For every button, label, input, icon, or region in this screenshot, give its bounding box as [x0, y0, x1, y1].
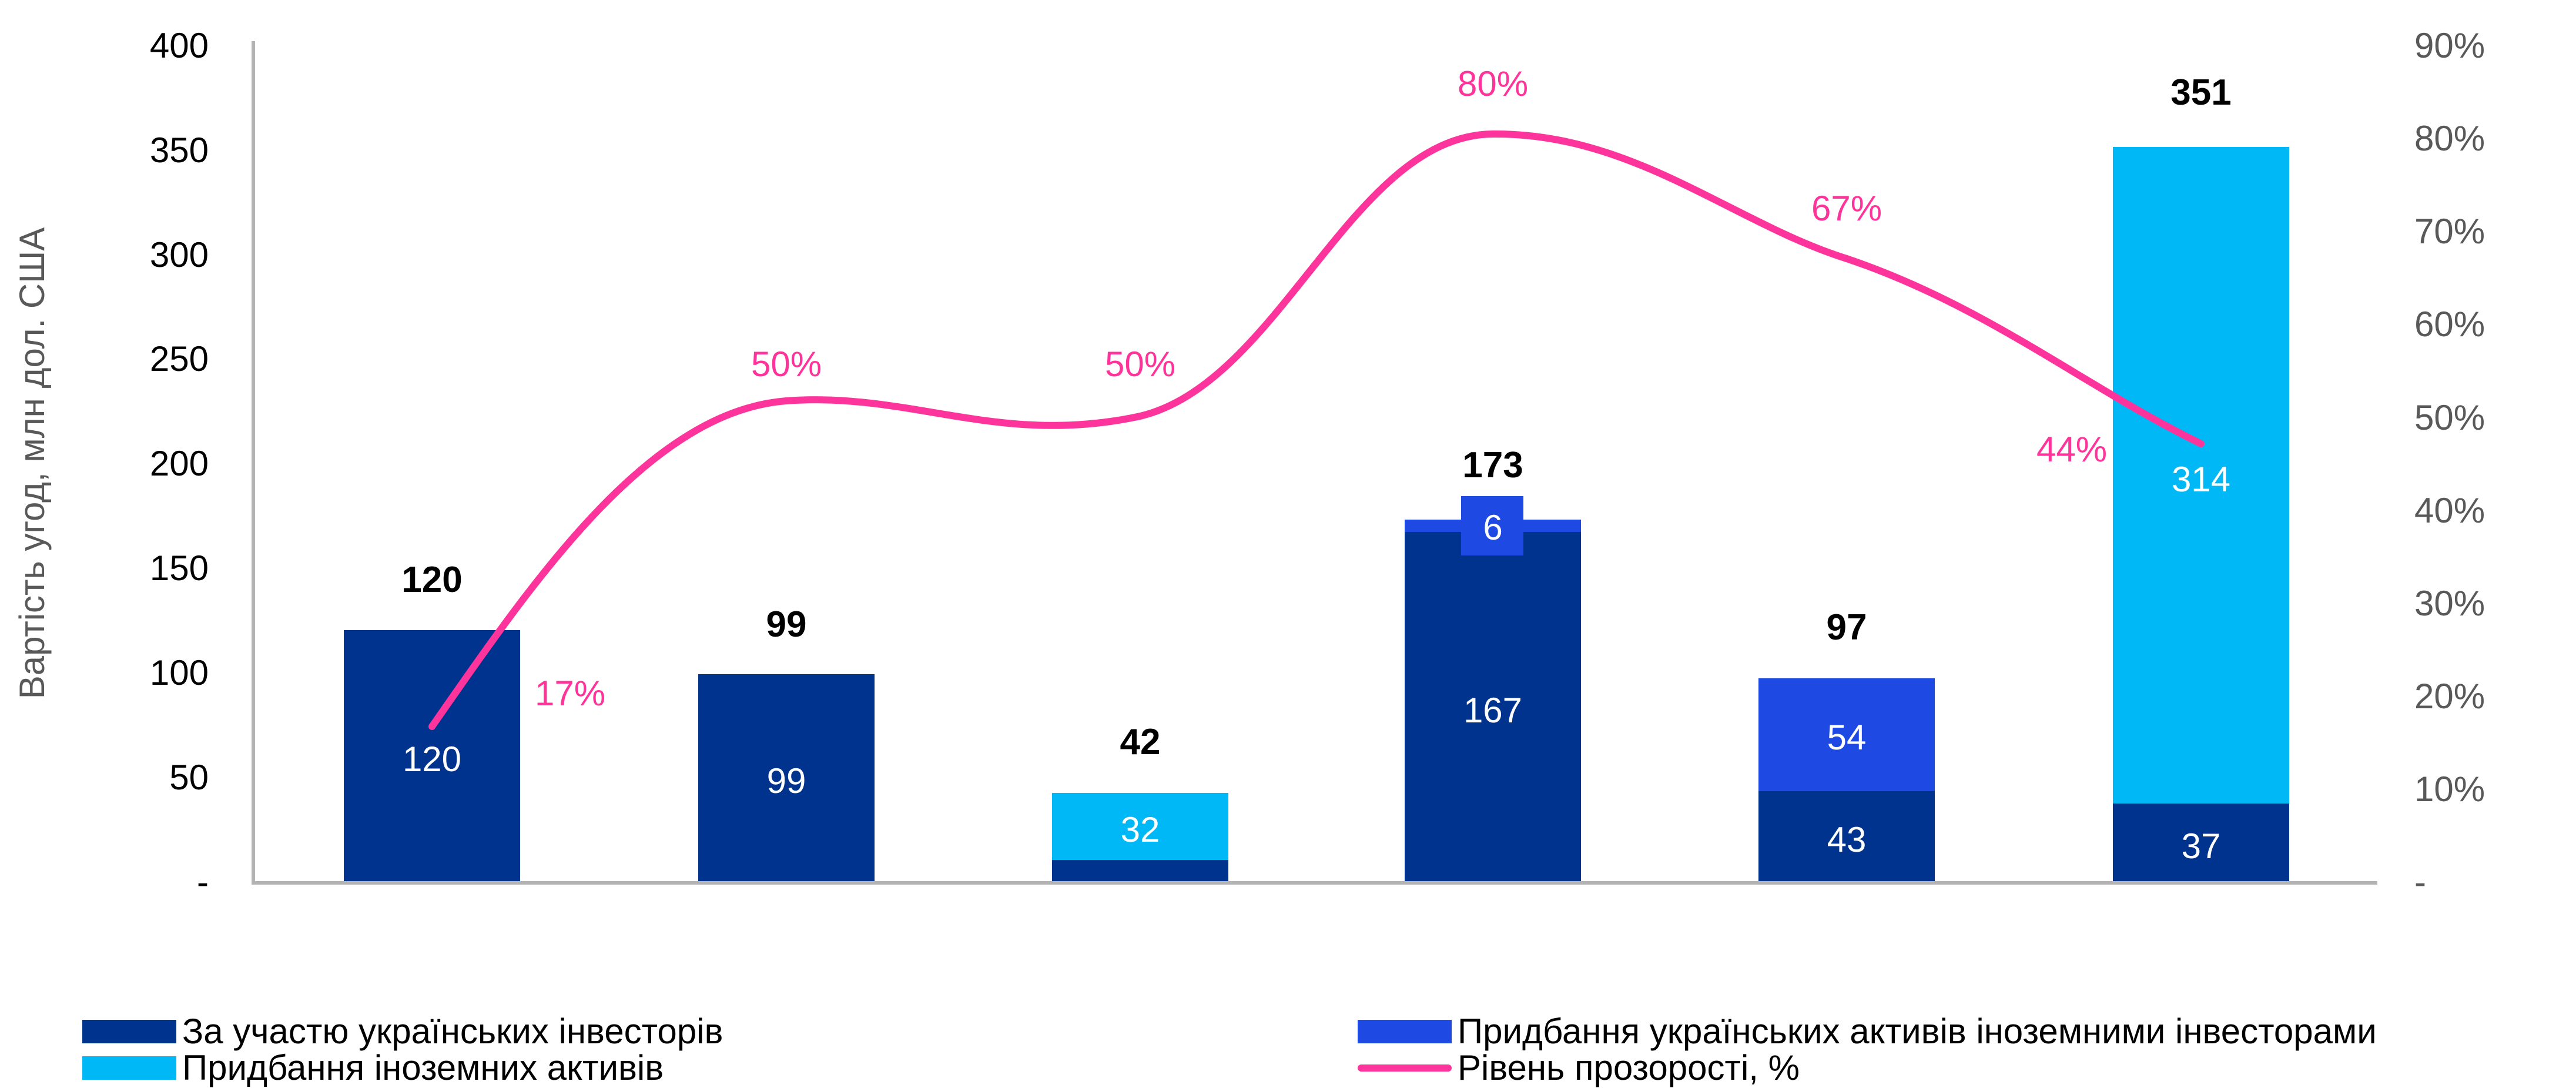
y-tick: 350: [150, 130, 209, 170]
y-tick: 250: [150, 339, 209, 379]
total-label: 42: [1120, 722, 1161, 762]
y-right-tick: 10%: [2414, 769, 2485, 809]
total-label: 173: [1462, 445, 1523, 486]
segment-label: 32: [1121, 810, 1160, 849]
segment-label: 120: [403, 739, 461, 779]
y-right-tick: 90%: [2414, 26, 2485, 65]
y-right-tick: 40%: [2414, 491, 2485, 530]
segment-label: 167: [1463, 691, 1522, 730]
legend-line-pink: [1358, 1064, 1452, 1072]
total-labels: 120 99 42 173 97 351: [401, 72, 2231, 762]
y-axis-left: - 50 100 150 200 250 300 350 400: [150, 26, 209, 902]
bar-2023-ukrainian-investors: [1405, 532, 1581, 881]
y-right-tick: 60%: [2414, 304, 2485, 344]
bar-2021-ukrainian-investors: [698, 674, 875, 881]
y-right-tick: 80%: [2414, 119, 2485, 158]
segment-label: 6: [1483, 508, 1502, 547]
bar-2025-foreign-assets: [2113, 147, 2289, 804]
bars: [344, 147, 2289, 881]
legend-swatch-light-blue: [82, 1056, 176, 1080]
segment-label: 99: [767, 761, 806, 801]
y-axis-title: Вартість угод, млн дол. США: [12, 227, 52, 699]
y-right-tick: 30%: [2414, 584, 2485, 623]
y-tick: 100: [150, 653, 209, 692]
total-label: 99: [766, 604, 807, 645]
y-tick: 50: [169, 758, 209, 797]
segment-label: 314: [2172, 460, 2230, 499]
bar-2024-ukrainian-investors: [1758, 791, 1935, 881]
total-label: 351: [2170, 72, 2231, 113]
percent-labels: 17% 50% 50% 80% 67% 44%: [535, 64, 2107, 713]
bar-2023-label-box: [1461, 496, 1523, 555]
y-tick: 300: [150, 235, 209, 274]
legend-label: За участю українських інвесторів: [182, 1012, 723, 1051]
legend-item-transparency: Рівень прозорості, %: [1358, 1047, 1800, 1088]
segment-label: 54: [1827, 718, 1867, 757]
bar-2022-foreign-assets: [1052, 793, 1228, 860]
legend-swatch-dark-blue: [82, 1019, 176, 1043]
bar-2024-foreign-investors: [1758, 678, 1935, 791]
legend-label: Придбання іноземних активів: [182, 1048, 664, 1087]
y-right-tick: 20%: [2414, 677, 2485, 716]
bar-2022-ukrainian-investors: [1052, 860, 1228, 881]
y-right-tick: 70%: [2414, 212, 2485, 251]
percent-label: 80%: [1458, 64, 1528, 103]
legend-item-foreign-investors: Придбання українських активів іноземними…: [1358, 1011, 2377, 1052]
y-tick: -: [197, 862, 209, 902]
percent-label: 44%: [2036, 430, 2107, 469]
segment-label: 37: [2182, 826, 2221, 866]
segment-label: 43: [1827, 820, 1867, 859]
y-axis-right: - 10% 20% 30% 40% 50% 60% 70% 80% 90%: [2414, 26, 2485, 902]
total-label: 120: [401, 560, 462, 600]
legend-item-foreign-assets: Придбання іноземних активів: [82, 1047, 664, 1088]
legend-swatch-blue: [1358, 1019, 1452, 1043]
percent-label: 67%: [1811, 189, 1882, 228]
bar-2020-ukrainian-investors: [344, 630, 520, 881]
percent-label: 17%: [535, 674, 605, 713]
legend-label: Рівень прозорості, %: [1458, 1048, 1800, 1087]
y-right-tick: -: [2414, 862, 2426, 902]
y-tick: 150: [150, 548, 209, 588]
bar-2025-ukrainian-investors: [2113, 804, 2289, 881]
transparency-line: [428, 130, 2205, 730]
y-tick: 400: [150, 26, 209, 65]
percent-label: 50%: [751, 344, 822, 384]
segment-labels: 120 99 32 167 6 43 54 37 314: [403, 460, 2230, 866]
legend-label: Придбання українських активів іноземними…: [1458, 1012, 2377, 1051]
total-label: 97: [1827, 607, 1867, 648]
legend-item-ukrainian-investors: За участю українських інвесторів: [82, 1011, 723, 1052]
percent-label: 50%: [1105, 344, 1175, 384]
y-tick: 200: [150, 444, 209, 483]
y-right-tick: 50%: [2414, 398, 2485, 437]
